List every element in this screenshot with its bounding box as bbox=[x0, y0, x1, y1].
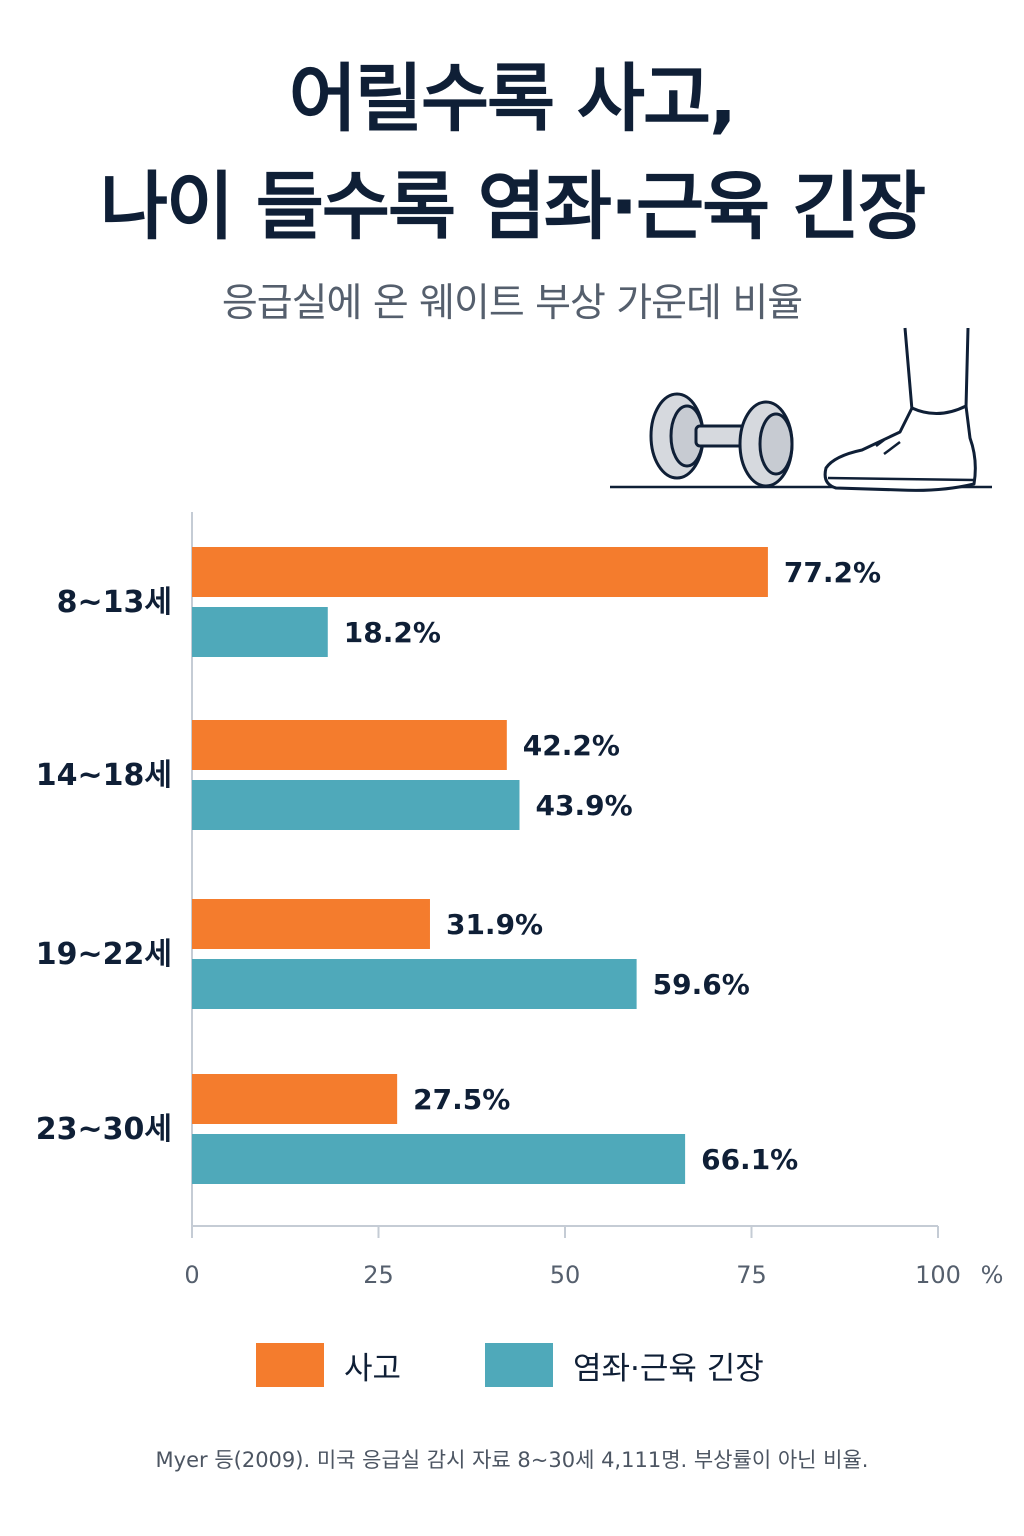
x-tick-label: 0 bbox=[184, 1261, 199, 1289]
bar bbox=[192, 607, 328, 657]
legend-swatch-strain bbox=[485, 1343, 553, 1387]
bar-value-label: 77.2% bbox=[784, 556, 881, 589]
bar-value-label: 59.6% bbox=[653, 968, 750, 1001]
bar bbox=[192, 1074, 398, 1124]
chart-title-line-1: 어릴수록 사고, bbox=[288, 56, 737, 142]
source-note: Myer 등(2009). 미국 응급실 감시 자료 8~30세 4,111명.… bbox=[155, 1448, 869, 1472]
bar-value-label: 42.2% bbox=[523, 729, 620, 762]
bar-value-label: 43.9% bbox=[535, 789, 632, 822]
x-tick-label: 100 bbox=[915, 1261, 961, 1289]
bar bbox=[192, 547, 768, 597]
category-label: 8~13세 bbox=[57, 585, 172, 620]
chart-title-line-2: 나이 들수록 염좌·근육 긴장 bbox=[99, 164, 926, 250]
dumbbell-sneaker-illustration bbox=[610, 327, 992, 492]
bar-series: 77.2% 18.2% 42.2% 43.9% 31.9% 59.6% 27.5% 66.1% bbox=[192, 547, 881, 1184]
legend-swatch-accident bbox=[256, 1343, 324, 1387]
bar-value-label: 27.5% bbox=[413, 1083, 510, 1116]
bar-value-label: 31.9% bbox=[446, 908, 543, 941]
x-tick-label: 75 bbox=[736, 1261, 767, 1289]
x-tick-label: 25 bbox=[363, 1261, 394, 1289]
sneaker-icon bbox=[823, 327, 977, 492]
bar bbox=[192, 1134, 686, 1184]
legend-item-strain: 염좌·근육 긴장 bbox=[485, 1342, 764, 1388]
legend-label-strain: 염좌·근육 긴장 bbox=[573, 1350, 764, 1387]
x-axis-ticks: 0 25 50 75 100 bbox=[184, 1226, 961, 1289]
category-labels: 8~13세 14~18세 19~22세 23~30세 bbox=[36, 585, 172, 1147]
legend-item-accident: 사고 bbox=[256, 1342, 401, 1388]
bar bbox=[192, 720, 507, 770]
x-tick-label: 50 bbox=[550, 1261, 581, 1289]
bar bbox=[192, 959, 637, 1009]
category-label: 14~18세 bbox=[36, 758, 172, 793]
bar-value-label: 66.1% bbox=[701, 1143, 798, 1176]
bar-chart: 0 25 50 75 100 77.2% 18.2% 42.2% 43.9% 31.9% 59.6… bbox=[36, 512, 1004, 1289]
chart-subtitle: 응급실에 온 웨이트 부상 가운데 비율 bbox=[221, 281, 803, 326]
bar bbox=[192, 899, 430, 949]
bar bbox=[192, 780, 520, 830]
bar-value-label: 18.2% bbox=[344, 616, 441, 649]
x-axis-unit: % bbox=[981, 1261, 1004, 1289]
category-label: 19~22세 bbox=[36, 937, 172, 972]
category-label: 23~30세 bbox=[36, 1112, 172, 1147]
legend-label-accident: 사고 bbox=[344, 1350, 402, 1387]
dumbbell-icon bbox=[649, 392, 794, 488]
